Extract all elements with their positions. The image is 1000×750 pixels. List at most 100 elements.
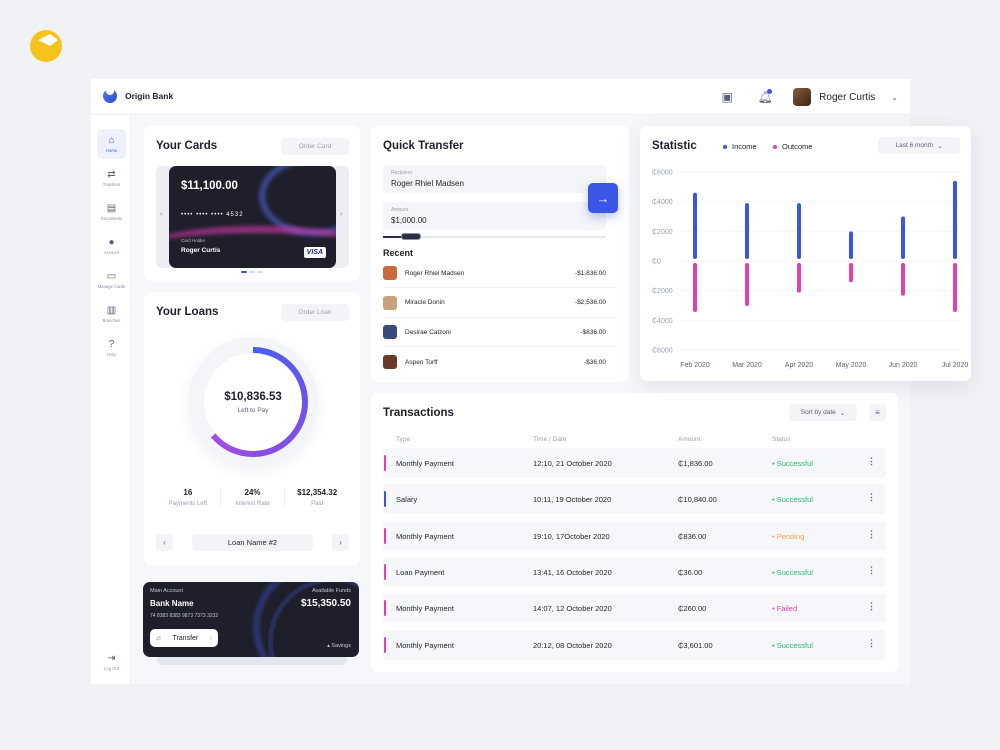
row-accent-bar xyxy=(384,491,386,508)
indicator-dot[interactable] xyxy=(257,271,263,273)
stat-label: Payments Left xyxy=(168,501,208,507)
recipient-field[interactable]: Recipient Roger Rhiel Madsen xyxy=(383,165,606,193)
sidebar-item-branches[interactable]: ▥ Branches xyxy=(97,299,126,329)
loan-progress-arc: $10,836.53 Left to Pay xyxy=(198,347,308,457)
indicator-dot[interactable] xyxy=(249,271,255,273)
table-row[interactable]: Monthly Payment 19:10, 17October 2020 ₵836… xyxy=(383,520,886,551)
table-row[interactable]: Monthly Payment 14:07, 12 October 2020 ₵26… xyxy=(383,593,886,624)
legend-income: Income xyxy=(723,142,757,151)
more-options-icon[interactable]: ⋮ xyxy=(867,456,876,466)
more-options-icon[interactable]: ⋮ xyxy=(867,637,876,648)
order-loan-button[interactable]: Order Loan xyxy=(281,304,349,321)
order-card-button[interactable]: Order Card xyxy=(281,138,349,155)
cell-type: Loan Payment xyxy=(396,567,445,577)
amount-field[interactable]: Amount $1,000.00 xyxy=(383,202,606,230)
stat-label: Paid xyxy=(311,501,324,507)
sidebar-item-label: Manage Cards xyxy=(97,283,126,289)
card-carousel: ‹ › $11,100.00 •••• •••• •••• 4532 Card … xyxy=(156,166,349,268)
chevron-right-icon: › xyxy=(339,538,342,547)
recent-transfer-row[interactable]: Miracle Donin -$2,536.00 xyxy=(383,289,617,318)
table-row[interactable]: Salary 10:11, 19 October 2020 ₵10,840.00 • … xyxy=(383,484,886,515)
more-options-icon[interactable]: ⋮ xyxy=(867,492,876,503)
previous-loan-button[interactable]: ‹ xyxy=(156,534,173,551)
user-name: Roger Curtis xyxy=(819,91,876,103)
sidebar-item-label: Account xyxy=(103,249,120,255)
filter-button[interactable]: ≡ xyxy=(869,404,886,421)
sidebar-item-logout[interactable]: ⇥ Log Out xyxy=(97,647,126,677)
y-tick-label: ₵6000 xyxy=(652,347,673,355)
row-accent-bar xyxy=(384,636,386,653)
table-row[interactable]: Monthly Payment 12:10, 21 October 2020 ₵1,… xyxy=(383,448,886,478)
income-bar xyxy=(849,231,853,259)
recent-title: Recent xyxy=(383,248,414,258)
income-bar xyxy=(693,192,697,259)
cell-status: • Failed xyxy=(772,604,798,614)
card-number: •••• •••• •••• 4532 xyxy=(181,212,244,218)
transfer-icon: ⇄ xyxy=(107,168,116,180)
period-label: Last 6 month xyxy=(895,142,934,149)
cell-date: 20:12, 08 October 2020 xyxy=(533,640,612,650)
x-tick-label: Jul 2020 xyxy=(942,362,969,369)
sidebar-item-documents[interactable]: ▤ Documents xyxy=(97,197,126,227)
cell-amount: ₵10,840.00 xyxy=(678,495,717,505)
legend-outcome-label: Outcome xyxy=(782,142,813,151)
sidebar-item-help[interactable]: ? Help xyxy=(97,333,126,363)
send-transfer-button[interactable]: → xyxy=(588,183,618,213)
bell-icon[interactable]: 🔔︎ xyxy=(757,89,773,104)
transfer-button[interactable]: ⇄ Transfer › xyxy=(150,629,218,647)
next-loan-button[interactable]: › xyxy=(332,534,349,551)
stat-value: 24% xyxy=(244,488,261,497)
loan-progress-center: $10,836.53 Left to Pay xyxy=(204,353,302,451)
legend-income-label: Income xyxy=(732,142,757,151)
recent-transfer-row[interactable]: Roger Rhiel Madsen -$1,836.00 xyxy=(383,259,617,288)
recipient-value: Roger Rhiel Madsen xyxy=(391,179,464,188)
card-holder-label: Card Holder xyxy=(181,238,206,243)
sort-dropdown[interactable]: Sort by date ⌄ xyxy=(789,404,857,421)
cell-amount: ₵36.00 xyxy=(678,567,703,577)
sidebar-item-manage-cards[interactable]: ▭ Manage Cards xyxy=(97,265,126,295)
table-row[interactable]: Monthly Payment 20:12, 08 October 2020 ₵3,… xyxy=(383,629,886,660)
user-menu[interactable]: Roger Curtis ⌄ xyxy=(793,88,898,106)
top-actions: ▣ 🔔︎ Roger Curtis ⌄ xyxy=(717,87,898,107)
sidebar: ⌂ Home ⇄ Transfers ▤ Documents ● Account… xyxy=(91,115,131,684)
outcome-bar xyxy=(797,263,801,293)
table-row[interactable]: Loan Payment 13:41, 16 October 2020 ₵36.00… xyxy=(383,556,886,587)
credit-card[interactable]: $11,100.00 •••• •••• •••• 4532 Card Hold… xyxy=(169,166,336,268)
loan-left-amount: $10,836.53 xyxy=(224,390,282,403)
recent-amount: -$36.00 xyxy=(583,358,606,366)
banking-app-window: Origin Bank ▣ 🔔︎ Roger Curtis ⌄ ⌂ Home ⇄… xyxy=(91,79,971,684)
amount-slider-handle[interactable] xyxy=(401,233,421,240)
row-accent-bar xyxy=(384,527,386,544)
chevron-down-icon: ⌄ xyxy=(937,142,943,150)
avatar xyxy=(383,295,397,310)
row-accent-bar xyxy=(384,563,386,580)
transactions-title: Transactions xyxy=(383,407,454,419)
more-options-icon[interactable]: ⋮ xyxy=(867,564,876,575)
recent-amount: -$836.00 xyxy=(580,328,606,336)
cell-date: 14:07, 12 October 2020 xyxy=(533,604,612,614)
indicator-dot[interactable] xyxy=(241,271,247,273)
period-dropdown[interactable]: Last 6 month ⌄ xyxy=(878,137,960,154)
brand[interactable]: Origin Bank xyxy=(103,87,173,103)
x-tick-label: Jun 2020 xyxy=(889,362,918,369)
card-icon: ▭ xyxy=(106,270,117,282)
chat-icon[interactable]: ▣ xyxy=(721,90,733,104)
sidebar-item-account[interactable]: ● Account xyxy=(97,231,126,261)
card-wave-decoration xyxy=(169,226,336,266)
loan-stat-paid: $12,354.32 Paid xyxy=(285,488,349,507)
cell-amount: ₵3,601.00 xyxy=(678,640,713,650)
more-options-icon[interactable]: ⋮ xyxy=(867,528,876,539)
chevron-right-icon[interactable]: › xyxy=(340,211,343,218)
available-funds: $15,350.50 xyxy=(300,598,351,609)
recent-transfer-row[interactable]: Desirae Calzoni -$836.00 xyxy=(383,318,617,347)
sidebar-item-label: Log Out xyxy=(104,665,119,671)
chevron-left-icon[interactable]: ‹ xyxy=(160,211,163,218)
recent-transfer-row[interactable]: Aspen Torff -$36.00 xyxy=(383,348,617,377)
sidebar-item-transfers[interactable]: ⇄ Transfers xyxy=(97,163,126,193)
cell-date: 19:10, 17October 2020 xyxy=(533,531,610,541)
more-options-icon[interactable]: ⋮ xyxy=(867,601,876,612)
sidebar-item-label: Branches xyxy=(102,317,121,323)
amount-slider[interactable] xyxy=(383,233,606,240)
recent-name: Aspen Torff xyxy=(405,358,438,366)
sidebar-item-home[interactable]: ⌂ Home xyxy=(97,129,126,159)
